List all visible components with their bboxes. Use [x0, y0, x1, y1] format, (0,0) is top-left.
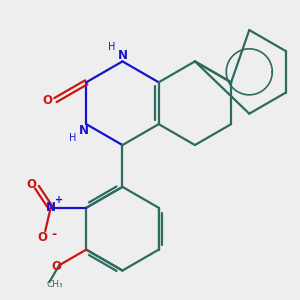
Text: -: -	[51, 228, 57, 241]
Text: H: H	[108, 42, 116, 52]
Text: O: O	[38, 231, 47, 244]
Text: N: N	[79, 124, 89, 137]
Text: H: H	[69, 134, 77, 143]
Text: +: +	[56, 194, 64, 205]
Text: N: N	[46, 201, 56, 214]
Text: N: N	[118, 49, 128, 62]
Text: O: O	[26, 178, 36, 191]
Text: O: O	[43, 94, 53, 106]
Text: CH₃: CH₃	[46, 280, 63, 289]
Text: O: O	[51, 260, 61, 273]
